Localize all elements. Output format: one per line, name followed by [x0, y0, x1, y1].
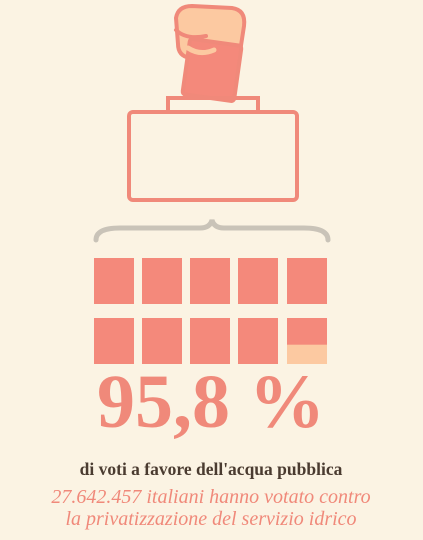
ballot-box-icon — [127, 96, 299, 202]
ballot-hand-icon — [174, 4, 247, 103]
waffle-cell — [238, 318, 278, 364]
waffle-cell — [238, 258, 278, 304]
waffle-cell — [190, 258, 230, 304]
waffle-cell — [94, 258, 134, 304]
waffle-cell — [142, 258, 182, 304]
subtitle: di voti a favore dell'acqua pubblica — [80, 459, 343, 479]
headline: 95,8 % — [97, 360, 325, 444]
waffle-cell — [94, 318, 134, 364]
note-line: la privatizzazione del servizio idrico — [65, 508, 356, 530]
waffle-cell — [190, 318, 230, 364]
waffle-cell — [287, 318, 327, 345]
waffle-cell — [287, 258, 327, 304]
brace — [93, 219, 331, 243]
note-line: 27.642.457 italiani hanno votato contro — [51, 486, 370, 508]
waffle — [94, 258, 327, 364]
waffle-cell — [142, 318, 182, 364]
